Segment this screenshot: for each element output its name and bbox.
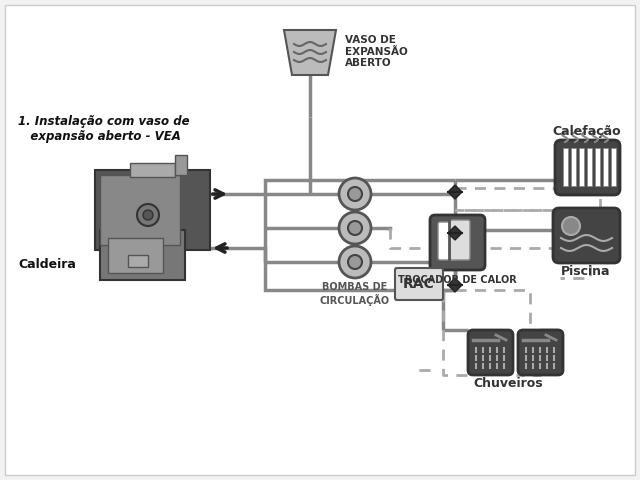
Text: Calefação: Calefação <box>553 125 621 138</box>
Bar <box>175 155 187 175</box>
Bar <box>128 255 148 267</box>
Circle shape <box>137 204 159 226</box>
FancyBboxPatch shape <box>518 330 563 375</box>
Text: VASO DE
EXPANSÃO
ABERTO: VASO DE EXPANSÃO ABERTO <box>345 35 408 68</box>
Polygon shape <box>284 30 336 75</box>
Text: Piscina: Piscina <box>561 265 611 278</box>
Text: TROCADOR DE CALOR: TROCADOR DE CALOR <box>397 275 516 285</box>
Bar <box>563 148 568 186</box>
Bar <box>100 175 180 245</box>
Circle shape <box>339 246 371 278</box>
Bar <box>571 148 576 186</box>
FancyBboxPatch shape <box>555 140 620 195</box>
Circle shape <box>562 217 580 235</box>
Text: 1. Instalação com vaso de
   expansão aberto - VEA: 1. Instalação com vaso de expansão abert… <box>18 115 189 143</box>
Bar <box>100 230 185 280</box>
Polygon shape <box>448 226 462 240</box>
Bar <box>595 148 600 186</box>
Circle shape <box>143 210 153 220</box>
FancyBboxPatch shape <box>430 215 485 270</box>
FancyBboxPatch shape <box>395 268 443 300</box>
Text: Caldeira: Caldeira <box>18 258 76 271</box>
Circle shape <box>348 221 362 235</box>
Polygon shape <box>448 185 462 199</box>
Bar <box>130 163 175 177</box>
Bar <box>587 148 592 186</box>
FancyBboxPatch shape <box>468 330 513 375</box>
Text: BOMBAS DE
CIRCULAÇÃO: BOMBAS DE CIRCULAÇÃO <box>320 282 390 306</box>
Circle shape <box>348 255 362 269</box>
Bar <box>611 148 616 186</box>
Bar <box>603 148 608 186</box>
FancyBboxPatch shape <box>553 208 620 263</box>
Circle shape <box>339 178 371 210</box>
Bar <box>579 148 584 186</box>
Polygon shape <box>448 278 462 292</box>
Circle shape <box>348 187 362 201</box>
Bar <box>95 170 210 250</box>
Text: Chuveiros: Chuveiros <box>473 377 543 390</box>
Bar <box>108 238 163 273</box>
FancyBboxPatch shape <box>450 220 470 260</box>
Circle shape <box>339 212 371 244</box>
FancyBboxPatch shape <box>438 222 456 260</box>
Text: RAC: RAC <box>403 277 435 291</box>
